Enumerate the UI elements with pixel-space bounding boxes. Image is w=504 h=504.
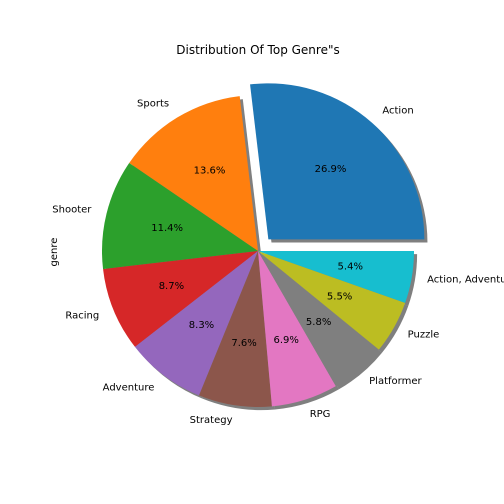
percent-label-racing: 8.7% bbox=[159, 281, 184, 292]
percent-label-action-adventure: 5.4% bbox=[338, 261, 363, 272]
slice-sports bbox=[129, 96, 258, 251]
category-label-sports: Sports bbox=[137, 99, 169, 110]
percent-label-strategy: 7.6% bbox=[231, 338, 256, 349]
percent-label-adventure: 8.3% bbox=[189, 320, 214, 331]
slice-rpg bbox=[258, 251, 336, 407]
slice-racing bbox=[103, 251, 258, 347]
slice-puzzle bbox=[258, 251, 406, 350]
category-label-action-adventure: Action, Adventure bbox=[427, 274, 504, 285]
category-label-racing: Racing bbox=[65, 311, 99, 322]
category-label-puzzle: Puzzle bbox=[408, 330, 440, 341]
slice-strategy bbox=[199, 251, 272, 407]
percent-label-sports: 13.6% bbox=[194, 165, 226, 176]
category-label-platformer: Platformer bbox=[369, 376, 422, 387]
chart-title: Distribution Of Top Genre"s bbox=[176, 43, 339, 57]
slice-action-adventure bbox=[258, 251, 415, 303]
category-label-strategy: Strategy bbox=[190, 415, 233, 426]
slice-adventure bbox=[134, 251, 258, 396]
category-label-adventure: Adventure bbox=[103, 382, 155, 393]
category-label-shooter: Shooter bbox=[52, 204, 92, 215]
y-axis-label: genre bbox=[49, 238, 60, 267]
percent-label-rpg: 6.9% bbox=[273, 335, 298, 346]
percent-label-platformer: 5.8% bbox=[306, 317, 331, 328]
slice-shooter bbox=[102, 162, 259, 270]
percent-label-action: 26.9% bbox=[315, 164, 347, 175]
slice-action bbox=[250, 83, 425, 240]
pie-slices bbox=[102, 83, 425, 407]
percent-label-shooter: 11.4% bbox=[151, 223, 183, 234]
category-label-rpg: RPG bbox=[310, 409, 331, 420]
pie-labels: Action 26.9% Sports 13.6% Shooter 11.4% Racing… bbox=[52, 99, 504, 426]
slice-platformer bbox=[258, 251, 379, 387]
percent-label-puzzle: 5.5% bbox=[327, 291, 352, 302]
category-label-action: Action bbox=[382, 106, 413, 117]
